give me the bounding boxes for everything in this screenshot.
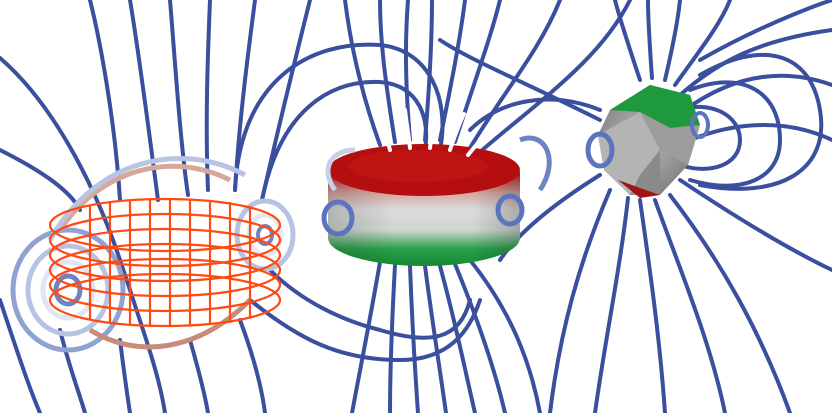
coil-wire	[48, 197, 282, 328]
coil-field-loops	[10, 155, 296, 353]
polyhedral-magnet	[585, 85, 710, 198]
cylindrical-magnet	[321, 108, 552, 266]
